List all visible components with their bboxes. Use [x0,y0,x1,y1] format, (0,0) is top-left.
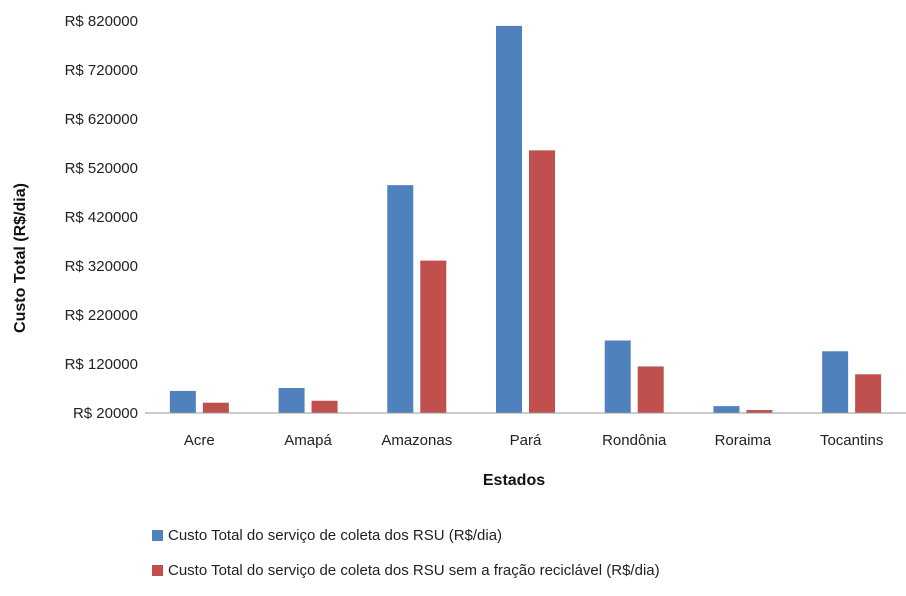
y-tick-label: R$ 120000 [65,356,138,373]
chart: R$ 20000 R$ 120000 R$ 220000 R$ 320000 R$ 42… [12,13,906,489]
legend-item-series-1: Custo Total do serviço de coleta dos RSU… [152,526,660,544]
bar-2-amapá [311,400,338,413]
bar-1-roraima [713,406,740,413]
bar-2-roraima [746,410,773,413]
x-axis-title: Estados [483,472,545,489]
bar-2-tocantins [855,374,882,413]
y-tick-label: R$ 520000 [65,160,138,177]
y-tick-labels: R$ 20000 R$ 120000 R$ 220000 R$ 320000 R$ 42… [65,13,138,422]
bars [169,25,882,414]
x-tick-label: Tocantins [820,432,883,449]
bar-1-pará [496,25,522,414]
bar-1-acre [169,390,196,413]
x-tick-label: Acre [184,432,215,449]
legend-swatch-series-2 [152,564,163,576]
x-tick-label: Roraima [715,432,772,449]
bar-1-amapá [278,388,305,413]
legend-item-series-2: Custo Total do serviço de coleta dos RSU… [152,561,660,579]
y-tick-label: R$ 320000 [65,258,138,275]
y-tick-label: R$ 720000 [65,62,138,79]
bar-2-acre [202,402,229,413]
legend: Custo Total do serviço de coleta dos RSU… [152,526,660,596]
bar-2-pará [529,150,555,414]
x-tick-label: Pará [510,432,542,449]
legend-label-series-1: Custo Total do serviço de coleta dos RSU… [168,526,503,544]
legend-swatch-series-1 [152,529,163,541]
x-tick-labels: Acre Amapá Amazonas Pará Rondônia Roraima Toca… [184,432,883,449]
bar-2-amazonas [420,260,447,413]
legend-label-series-2: Custo Total do serviço de coleta dos RSU… [168,561,660,579]
y-tick-label: R$ 20000 [73,405,138,422]
bar-1-rondônia [604,340,631,413]
x-tick-label: Amazonas [381,432,452,449]
y-tick-label: R$ 820000 [65,13,138,30]
bar-1-tocantins [822,351,849,413]
y-axis-title: Custo Total (R$/dia) [12,183,29,333]
x-tick-label: Rondônia [602,432,667,449]
bar-2-rondônia [637,366,664,413]
bar-1-amazonas [387,185,414,413]
y-tick-label: R$ 620000 [65,111,138,128]
x-tick-label: Amapá [284,432,332,449]
y-tick-label: R$ 420000 [65,209,138,226]
y-tick-label: R$ 220000 [65,307,138,324]
